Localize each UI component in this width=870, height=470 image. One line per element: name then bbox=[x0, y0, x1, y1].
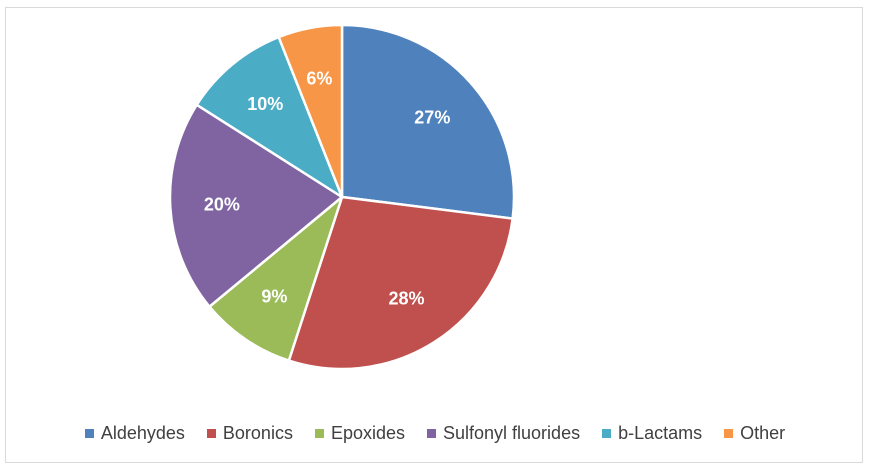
legend-label: b-Lactams bbox=[618, 422, 703, 443]
pie-slice-epoxides bbox=[208, 195, 344, 362]
data-label-epoxides: 9% bbox=[261, 287, 287, 307]
legend-label: Epoxides bbox=[330, 422, 405, 443]
legend-item-aldehydes: Aldehydes bbox=[84, 422, 185, 444]
legend-swatch bbox=[724, 428, 734, 438]
legend-item-other: Other bbox=[724, 423, 785, 444]
legend-label: Aldehydes bbox=[100, 422, 185, 443]
legend-item-sulfonyl-fluorides: Sulfonyl fluorides bbox=[427, 423, 580, 444]
legend-label: Boronics bbox=[222, 422, 293, 443]
pie-slice-b-lactams bbox=[195, 35, 344, 199]
data-label-b-lactams: 10% bbox=[247, 94, 283, 114]
data-label-other: 6% bbox=[306, 69, 332, 89]
legend-item-boronics: Boronics bbox=[206, 422, 293, 444]
legend-swatch bbox=[206, 428, 216, 438]
legend-item-epoxides: Epoxides bbox=[314, 422, 405, 444]
pie-slice-other bbox=[277, 23, 344, 199]
legend-label: Other bbox=[740, 422, 786, 443]
legend-swatch bbox=[84, 428, 94, 438]
legend-label: Sulfonyl fluorides bbox=[443, 422, 581, 443]
legend-swatch bbox=[427, 428, 436, 438]
data-label-sulfonyl-fluorides: 20% bbox=[204, 195, 240, 215]
legend-item-b-lactams: b-Lactams bbox=[602, 423, 702, 444]
pie-slice-boronics bbox=[287, 195, 514, 371]
legend-swatch bbox=[602, 428, 612, 438]
chart-legend: Aldehydes Boronics Epoxides Sulfonyl fluori… bbox=[0, 420, 870, 446]
data-label-boronics: 28% bbox=[388, 289, 424, 309]
data-label-aldehydes: 27% bbox=[414, 107, 450, 127]
pie-slice-sulfonyl-fluorides bbox=[168, 103, 344, 308]
legend-swatch bbox=[314, 428, 324, 438]
pie-slice-aldehydes bbox=[340, 23, 516, 220]
